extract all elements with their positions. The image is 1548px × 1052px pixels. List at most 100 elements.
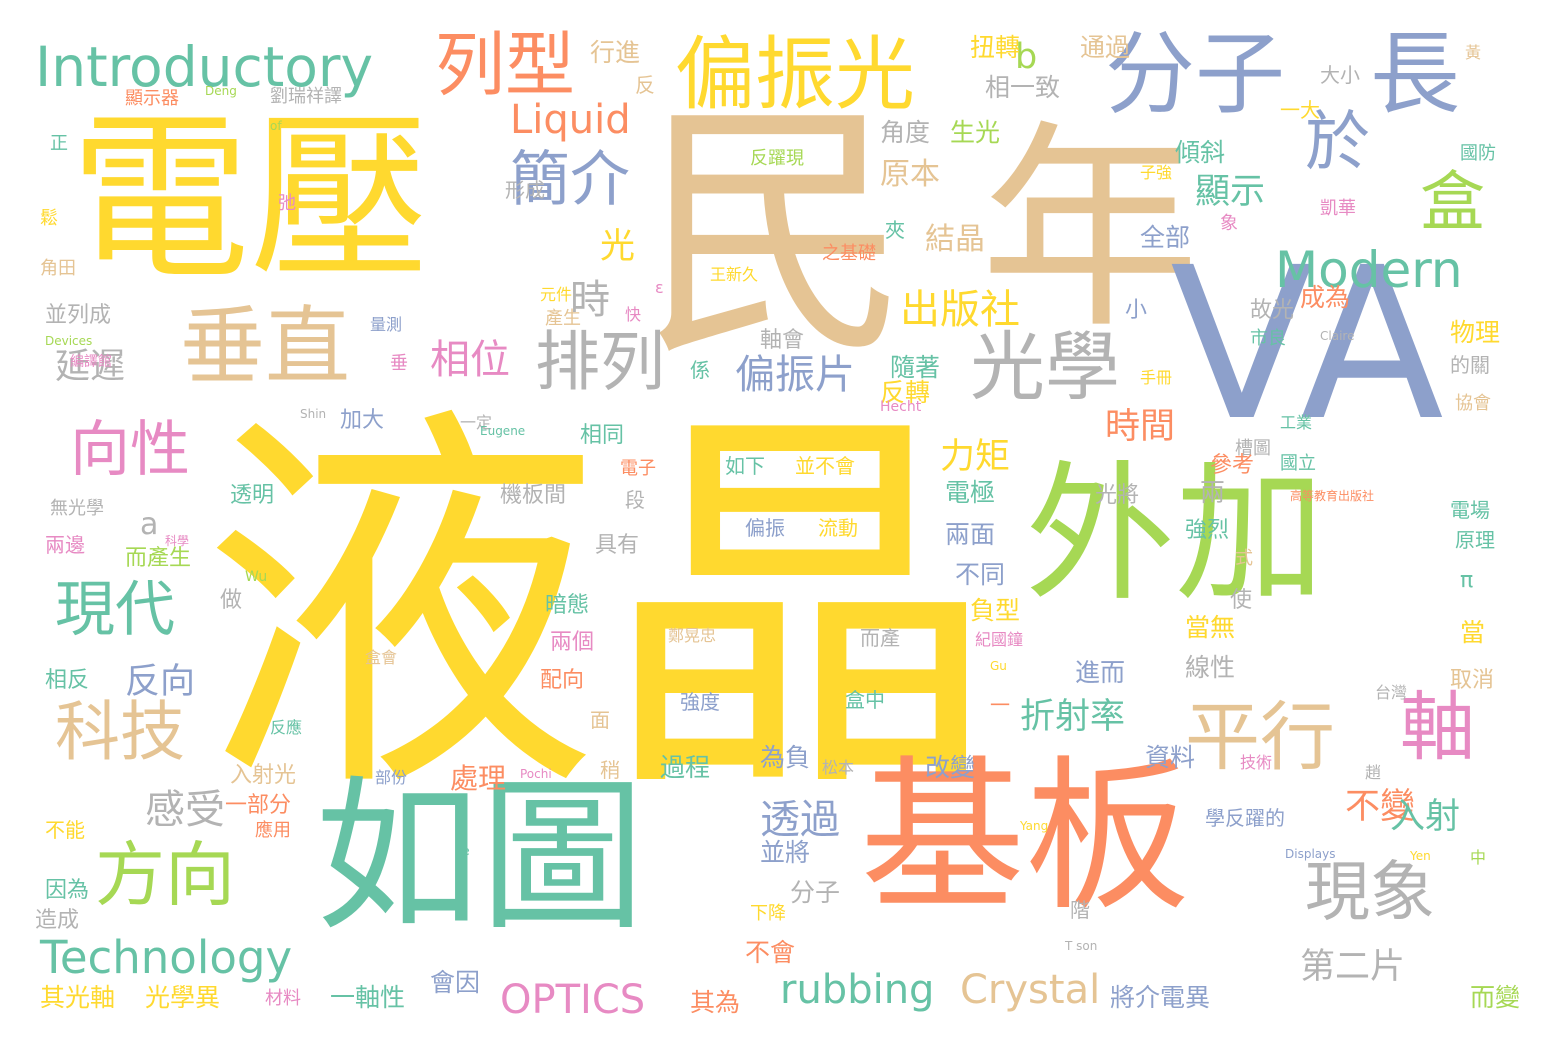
word-cloud-word: 學反躍的 bbox=[1205, 806, 1285, 830]
word-cloud-word: T son bbox=[1065, 939, 1098, 953]
word-cloud-word: 延遲 bbox=[55, 347, 126, 387]
word-cloud-word: 台灣 bbox=[1375, 683, 1408, 702]
word-cloud-word: OPTICS bbox=[500, 977, 646, 1023]
word-cloud-word: 協會 bbox=[1455, 393, 1491, 414]
word-cloud-word: 入射光 bbox=[230, 763, 297, 788]
word-cloud-word: 分子 bbox=[1105, 22, 1285, 127]
word-cloud-word: 市良 bbox=[1250, 328, 1286, 349]
word-cloud-word: 元件 bbox=[540, 285, 573, 304]
word-cloud-word: 機板間 bbox=[500, 483, 567, 508]
word-cloud-word: ε bbox=[655, 278, 664, 297]
word-cloud-word: 簡介 bbox=[510, 145, 630, 215]
word-cloud-word: 現代 bbox=[55, 575, 175, 645]
word-cloud-word: 盒中 bbox=[845, 688, 885, 712]
word-cloud-word: 現象 bbox=[1305, 855, 1436, 930]
word-cloud-word: 做 bbox=[220, 588, 243, 613]
word-cloud-word: 小 bbox=[1125, 298, 1148, 323]
word-cloud-word: 顯示器 bbox=[125, 88, 179, 109]
word-cloud-word: 顯示 bbox=[1195, 172, 1266, 212]
word-cloud-word: 一軸性 bbox=[330, 983, 406, 1012]
word-cloud-word: 方向 bbox=[95, 834, 235, 916]
word-cloud-word: 入射 bbox=[1390, 797, 1461, 837]
word-cloud-word: π bbox=[1460, 568, 1474, 593]
word-cloud-word: 兩 bbox=[1200, 478, 1226, 507]
word-cloud-word: 感受 bbox=[145, 787, 225, 833]
word-cloud-word: 負型 bbox=[970, 596, 1021, 625]
word-cloud-word: 反 bbox=[635, 73, 655, 97]
word-cloud-word: 相同 bbox=[580, 423, 625, 448]
word-cloud-word: Yen bbox=[1410, 849, 1431, 863]
word-cloud-word: Deng bbox=[205, 84, 237, 98]
word-cloud-word: 盒 bbox=[1420, 165, 1486, 240]
word-cloud-word: 具有 bbox=[595, 533, 640, 558]
word-cloud-word: 垂直 bbox=[180, 298, 351, 397]
word-cloud-word: 科技 bbox=[55, 695, 186, 770]
word-cloud-word: 手冊 bbox=[1140, 368, 1173, 387]
word-cloud-word: 無光學 bbox=[50, 498, 104, 519]
word-cloud-word: 不同 bbox=[955, 560, 1006, 589]
word-cloud-word: 光將 bbox=[1095, 483, 1140, 508]
word-cloud-word: 透過 bbox=[760, 797, 840, 843]
word-cloud-word: 外加 bbox=[1025, 448, 1326, 622]
word-cloud-word: 電壓 bbox=[70, 95, 431, 304]
word-cloud-word: 相一致 bbox=[985, 73, 1061, 102]
word-cloud-word: b bbox=[1015, 37, 1038, 77]
word-cloud-word: Gu bbox=[990, 659, 1007, 673]
word-cloud-word: 階 bbox=[1070, 898, 1090, 922]
word-cloud-word: 基板 bbox=[860, 741, 1190, 933]
word-cloud-word: 相位 bbox=[430, 337, 510, 383]
word-cloud-word: 處理 bbox=[450, 762, 507, 795]
word-cloud-word: Modern bbox=[1275, 241, 1463, 299]
word-cloud-word: 出版社 bbox=[900, 287, 1020, 333]
word-cloud-word: 原本 bbox=[880, 157, 940, 192]
word-cloud-word: 全部 bbox=[1140, 223, 1191, 252]
word-cloud-word: 平行 bbox=[1185, 693, 1336, 781]
word-cloud-word: 電子 bbox=[620, 458, 656, 479]
word-cloud-word: 流動 bbox=[818, 516, 858, 540]
word-cloud-word: 進而 bbox=[1075, 658, 1126, 687]
word-cloud-word: 不變 bbox=[1345, 787, 1416, 827]
word-cloud-word: 正 bbox=[50, 133, 68, 154]
word-cloud-word: 於 bbox=[1305, 105, 1371, 180]
word-cloud-word: Introductory bbox=[35, 35, 374, 99]
word-cloud-word: 夾 bbox=[885, 218, 905, 242]
word-cloud-word: Devices bbox=[45, 334, 93, 348]
word-cloud-word: 產生 bbox=[545, 308, 581, 329]
word-cloud-word: 偏振光 bbox=[675, 28, 915, 121]
word-cloud-word: 時 bbox=[570, 277, 610, 323]
word-cloud-word: 如下 bbox=[725, 454, 765, 478]
word-cloud-word: 段 bbox=[625, 488, 645, 512]
word-cloud-word: 材料 bbox=[265, 988, 301, 1009]
word-cloud-word: 分子 bbox=[790, 878, 841, 907]
word-cloud-word: 當無 bbox=[1185, 613, 1236, 642]
word-cloud-word: 王新久 bbox=[710, 265, 759, 284]
word-cloud-word: 量測 bbox=[370, 315, 403, 334]
word-cloud-word: Technology bbox=[40, 931, 293, 984]
word-cloud-word: 弛 bbox=[278, 193, 296, 214]
word-cloud-word: 一 bbox=[990, 693, 1010, 717]
word-cloud-word: 鄭晃忠 bbox=[668, 626, 717, 645]
word-cloud-word: 線性 bbox=[1185, 653, 1236, 682]
word-cloud-word: Wu bbox=[245, 569, 268, 585]
word-cloud-word: VA bbox=[1170, 222, 1444, 467]
word-cloud-word: 子強 bbox=[1140, 163, 1173, 182]
word-cloud-word: 取消 bbox=[1450, 668, 1495, 693]
word-cloud-word: 物理 bbox=[1450, 318, 1501, 347]
word-cloud-word: 中 bbox=[1470, 848, 1487, 867]
word-cloud-word: 成為 bbox=[1300, 283, 1351, 312]
word-cloud-word: 而產生 bbox=[125, 546, 192, 571]
word-cloud-word: 資料 bbox=[1145, 743, 1196, 772]
word-cloud-word: 不會 bbox=[745, 938, 796, 967]
word-cloud-word: 角田 bbox=[40, 258, 76, 279]
word-cloud-word: 因為 bbox=[45, 878, 90, 903]
word-cloud-word: 時間 bbox=[1105, 407, 1176, 447]
word-cloud-word: 大小 bbox=[1320, 63, 1360, 87]
word-cloud-word: rubbing bbox=[780, 967, 935, 1013]
word-cloud-word: 結晶 bbox=[925, 222, 985, 257]
word-cloud-word: Hecht bbox=[880, 399, 922, 415]
word-cloud-word: 反轉 bbox=[880, 378, 931, 407]
word-cloud-word: 電場 bbox=[1450, 498, 1490, 522]
word-cloud-word: 第二片 bbox=[1300, 947, 1406, 987]
word-cloud-word: 故光 bbox=[1250, 298, 1295, 323]
